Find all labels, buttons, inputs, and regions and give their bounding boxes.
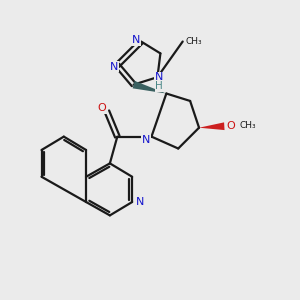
Text: O: O (226, 121, 235, 131)
Polygon shape (199, 122, 224, 130)
Text: N: N (142, 135, 150, 145)
Text: CH₃: CH₃ (240, 121, 256, 130)
Text: CH₃: CH₃ (185, 37, 202, 46)
Text: O: O (97, 103, 106, 113)
Text: N: N (135, 197, 144, 207)
Text: N: N (131, 35, 140, 45)
Text: N: N (155, 72, 163, 82)
Text: H: H (155, 81, 163, 91)
Text: N: N (110, 62, 118, 72)
Polygon shape (133, 81, 166, 94)
